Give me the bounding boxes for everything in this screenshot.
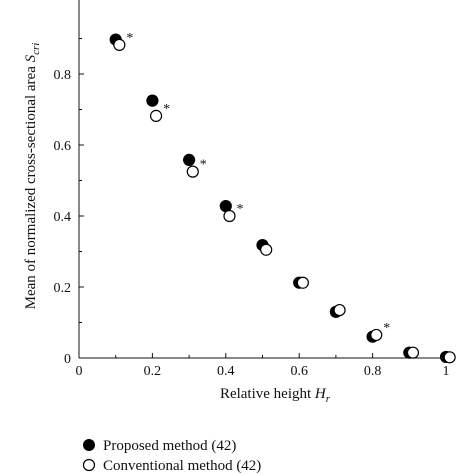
significance-marker: * bbox=[200, 158, 207, 173]
data-point-conventional bbox=[260, 243, 273, 256]
x-tick-label: 0 bbox=[76, 364, 83, 379]
data-marks: * * * * * bbox=[109, 31, 456, 364]
data-point-conventional bbox=[149, 109, 163, 122]
data-point-proposed bbox=[183, 153, 196, 167]
legend-marker-proposed bbox=[83, 439, 95, 451]
data-point-conventional bbox=[186, 165, 199, 178]
y-tick-label: 0.2 bbox=[54, 281, 72, 296]
x-tick-label: 0.4 bbox=[217, 364, 235, 379]
data-point-conventional bbox=[443, 351, 456, 364]
x-axis-title: Relative height Hr bbox=[220, 386, 331, 405]
y-tick-label: 0 bbox=[64, 352, 71, 367]
x-tick-label: 0.2 bbox=[144, 364, 162, 379]
ticks: 0 0.2 0.4 0.6 0.8 1 0 0.2 0.4 0.6 0.8 bbox=[54, 38, 450, 379]
plot-area bbox=[78, 0, 446, 359]
data-point-conventional bbox=[406, 346, 420, 359]
x-tick-label: 0.8 bbox=[364, 364, 382, 379]
legend-label-proposed: Proposed method (42) bbox=[103, 438, 236, 454]
y-tick-label: 0.8 bbox=[54, 68, 72, 83]
y-axis-title: Mean of normalized cross-sectional area … bbox=[23, 43, 42, 310]
x-tick-label: 1 bbox=[443, 364, 450, 379]
data-point-conventional bbox=[296, 276, 309, 289]
data-point-proposed bbox=[146, 94, 159, 107]
data-point-conventional bbox=[113, 38, 126, 51]
legend: Proposed method (42) Conventional method… bbox=[82, 438, 261, 474]
data-point-conventional bbox=[370, 328, 383, 342]
legend-marker-conventional bbox=[82, 458, 96, 472]
legend-label-conventional: Conventional method (42) bbox=[103, 458, 261, 474]
y-tick-label: 0.6 bbox=[54, 139, 72, 154]
data-point-conventional bbox=[333, 303, 346, 317]
significance-marker: * bbox=[383, 321, 390, 336]
data-point-conventional bbox=[223, 209, 236, 223]
x-tick-label: 0.6 bbox=[290, 364, 308, 379]
significance-marker: * bbox=[236, 202, 243, 217]
y-tick-label: 0.4 bbox=[54, 210, 72, 225]
significance-marker: * bbox=[126, 31, 133, 46]
significance-marker: * bbox=[163, 102, 170, 117]
